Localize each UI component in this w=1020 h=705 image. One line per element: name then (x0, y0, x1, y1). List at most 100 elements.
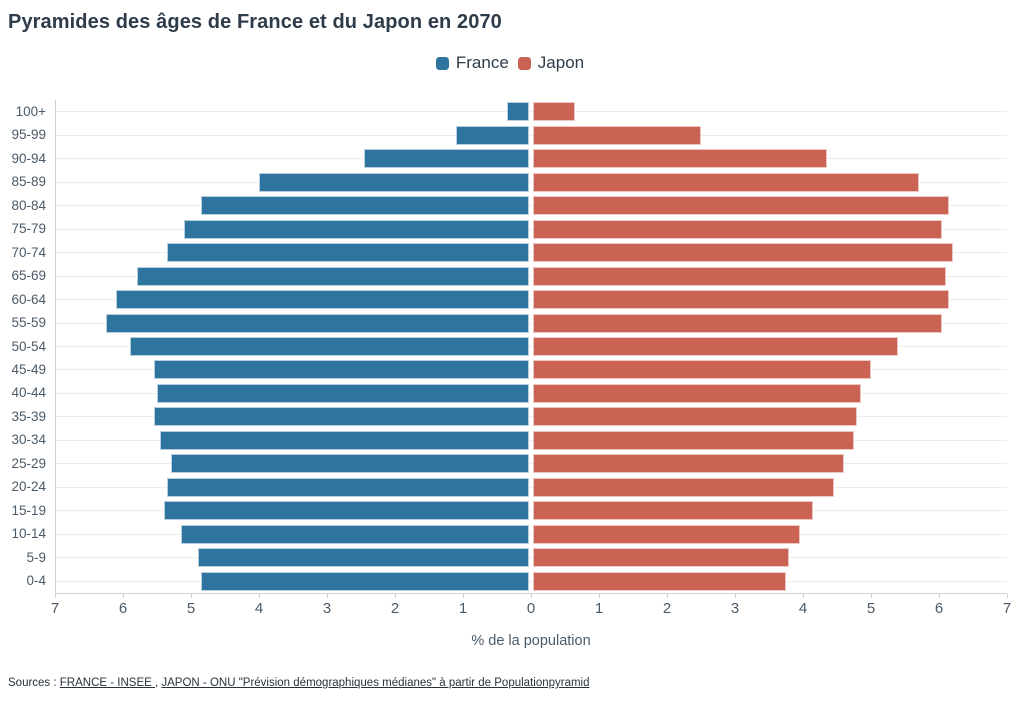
y-axis-labels: 100+ 95-99 90-94 85-89 80-84 75-79 70-74 65-69 6… (0, 100, 46, 593)
legend-item-france: France (435, 53, 509, 73)
bar-france-90-94[interactable] (364, 149, 529, 169)
x-axis-tick-mark (326, 594, 328, 598)
y-axis-label: 50-54 (11, 338, 46, 354)
bar-japon-95-99[interactable] (533, 125, 701, 145)
bar-france-55-59[interactable] (106, 313, 529, 333)
legend: France Japon (0, 53, 1020, 73)
bar-france-85-89[interactable] (259, 172, 529, 192)
plot-area (55, 100, 1007, 593)
x-axis-tick-label: 1 (458, 600, 468, 617)
bar-japon-75-79[interactable] (533, 219, 943, 239)
sources-prefix: Sources : (8, 677, 60, 689)
x-axis-tick-label: 6 (118, 600, 128, 617)
x-axis-tick-mark (462, 594, 464, 598)
bar-japon-85-89[interactable] (533, 172, 919, 192)
y-axis-label: 0-4 (26, 573, 46, 589)
x-axis-tick-mark (802, 594, 804, 598)
bar-france-80-84[interactable] (201, 196, 529, 216)
gridline (55, 416, 1007, 418)
bar-japon-40-44[interactable] (533, 383, 861, 403)
x-axis-tick-mark (938, 594, 940, 598)
bar-france-25-29[interactable] (170, 454, 529, 474)
legend-item-japon: Japon (517, 53, 584, 73)
bar-japon-10-14[interactable] (533, 524, 800, 544)
bar-japon-30-34[interactable] (533, 430, 854, 450)
x-axis: 7 6 5 4 3 2 1 0 1 2 3 4 5 6 7 (51, 593, 1011, 623)
x-axis-tick-mark (1006, 594, 1008, 598)
sources-separator: , (155, 677, 162, 689)
x-axis-tick-mark (870, 594, 872, 598)
bar-japon-55-59[interactable] (533, 313, 943, 333)
x-axis-tick-label: 2 (390, 600, 400, 617)
bar-japon-5-9[interactable] (533, 548, 790, 568)
gridline (55, 111, 1007, 113)
y-axis-label: 65-69 (11, 268, 46, 284)
y-axis-label: 55-59 (11, 315, 46, 331)
bar-france-70-74[interactable] (167, 243, 529, 263)
x-axis-tick-mark (598, 594, 600, 598)
x-axis-tick-label: 1 (594, 600, 604, 617)
bar-japon-80-84[interactable] (533, 196, 950, 216)
y-axis-label: 30-34 (11, 432, 46, 448)
bar-japon-70-74[interactable] (533, 243, 953, 263)
source-link-japon[interactable]: JAPON - ONU "Prévision démographiques mé… (161, 677, 590, 689)
bar-france-75-79[interactable] (184, 219, 529, 239)
x-axis-tick-label: 6 (934, 600, 944, 617)
y-axis-label: 20-24 (11, 479, 46, 495)
bar-france-45-49[interactable] (153, 360, 529, 380)
bar-france-0-4[interactable] (201, 571, 529, 591)
bar-japon-90-94[interactable] (533, 149, 827, 169)
x-axis-baseline (55, 593, 1007, 594)
y-axis-label: 85-89 (11, 174, 46, 190)
x-axis-tick-mark (394, 594, 396, 598)
x-axis-tick-label: 7 (1002, 600, 1012, 617)
bar-france-100+[interactable] (507, 102, 529, 122)
bar-france-5-9[interactable] (197, 548, 529, 568)
gridline (55, 439, 1007, 441)
y-axis-label: 95-99 (11, 127, 46, 143)
x-axis-tick-label: 4 (254, 600, 264, 617)
bar-france-65-69[interactable] (136, 266, 529, 286)
bar-japon-50-54[interactable] (533, 337, 899, 356)
gridline (55, 369, 1007, 371)
bar-japon-45-49[interactable] (533, 360, 871, 380)
bar-japon-65-69[interactable] (533, 266, 946, 286)
bar-japon-15-19[interactable] (533, 501, 814, 521)
gridline (55, 228, 1007, 230)
bar-france-40-44[interactable] (157, 383, 529, 403)
bar-france-50-54[interactable] (129, 337, 529, 356)
bar-japon-20-24[interactable] (533, 477, 834, 497)
y-axis-label: 75-79 (11, 221, 46, 237)
bar-france-20-24[interactable] (167, 477, 529, 497)
bar-france-30-34[interactable] (160, 430, 529, 450)
x-axis-tick-label: 5 (866, 600, 876, 617)
bar-japon-25-29[interactable] (533, 454, 844, 474)
x-axis-tick-mark (122, 594, 124, 598)
chart-title: Pyramides des âges de France et du Japon… (8, 11, 502, 33)
bar-france-35-39[interactable] (153, 407, 529, 427)
gridline (55, 510, 1007, 512)
bar-france-15-19[interactable] (163, 501, 529, 521)
gridline (55, 580, 1007, 582)
x-axis-tick-label: 5 (186, 600, 196, 617)
bar-france-10-14[interactable] (180, 524, 529, 544)
gridline (55, 205, 1007, 207)
gridline (55, 392, 1007, 394)
x-axis-tick-mark (54, 594, 56, 598)
x-axis-tick-mark (258, 594, 260, 598)
source-link-france[interactable]: FRANCE - INSEE (59, 677, 155, 689)
gridline (55, 557, 1007, 559)
bar-japon-35-39[interactable] (533, 407, 858, 427)
bar-france-95-99[interactable] (456, 125, 529, 145)
y-axis-label: 90-94 (11, 150, 46, 166)
gridline (55, 533, 1007, 535)
bar-japon-0-4[interactable] (533, 571, 786, 591)
bar-france-60-64[interactable] (116, 290, 529, 310)
y-axis-label: 45-49 (11, 361, 46, 377)
bar-japon-100+[interactable] (533, 102, 576, 122)
x-axis-tick-mark (530, 594, 532, 598)
y-axis-label: 35-39 (11, 408, 46, 424)
x-axis-tick-label: 2 (662, 600, 672, 617)
x-axis-tick-mark (666, 594, 668, 598)
bar-japon-60-64[interactable] (533, 290, 950, 310)
